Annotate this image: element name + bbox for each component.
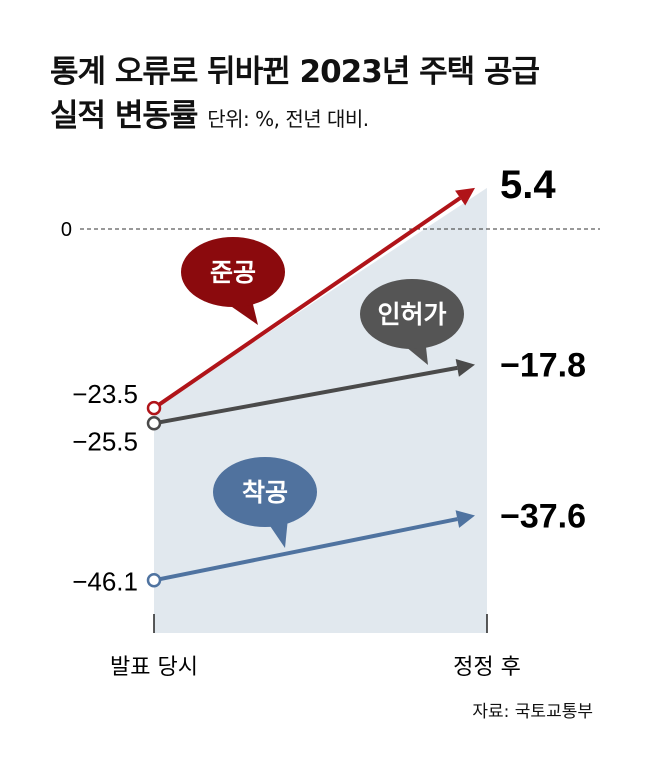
series-line-착공 [153,517,458,583]
series-bubble [360,279,464,349]
start-point [146,400,162,416]
x-tick-label: 정정 후 [453,655,521,680]
series-line-준공 [152,196,462,410]
unit-note: 단위: %, 전년 대비. [207,107,369,131]
start-point [146,573,162,588]
arrow-head [455,510,475,528]
arrow-head [455,359,475,377]
series-line-인허가 [153,365,458,426]
start-value-label: −23.5 [72,379,138,409]
x-tick-label: 발표 당시 [110,655,198,680]
series-label: 인허가 [377,300,446,329]
source-note: 자료: 국토교통부 [472,702,593,722]
chart-title: 통계 오류로 뒤바뀐 2023년 주택 공급 실적 변동률 단위: %, 전년 … [50,50,540,141]
start-point [146,416,162,431]
series-label: 준공 [210,258,256,287]
end-value-label: 5.4 [500,163,556,207]
zero-label: 0 [61,219,72,241]
title-line-2: 실적 변동률 [50,98,198,134]
end-value-label: −37.6 [500,498,586,536]
series-bubble [213,457,317,527]
arrow-head [455,187,475,206]
end-value-label: −17.8 [500,347,586,385]
start-value-label: −46.1 [72,566,138,596]
series-label: 착공 [242,478,288,507]
title-line-1: 통계 오류로 뒤바뀐 2023년 주택 공급 [50,54,540,90]
start-value-label: −25.5 [72,426,138,456]
series-bubble [181,237,285,307]
